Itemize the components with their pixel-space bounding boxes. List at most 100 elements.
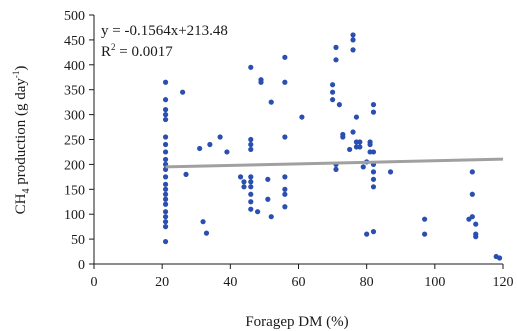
data-point [353, 114, 360, 120]
data-point [162, 181, 169, 187]
x-tick-label: 60 [292, 275, 306, 290]
data-point [162, 141, 169, 148]
data-point [241, 179, 247, 185]
y-tick-label: 0 [78, 258, 85, 273]
y-tick-label: 350 [64, 84, 85, 99]
x-tick-label: 120 [493, 275, 514, 290]
r-squared-annotation: R2 = 0.0017 [101, 42, 173, 60]
data-point [469, 169, 475, 175]
data-point [370, 229, 377, 235]
x-tick-label: 20 [155, 275, 169, 290]
data-point [162, 174, 169, 180]
data-point [162, 79, 169, 85]
data-point [162, 97, 169, 103]
y-tick-label: 450 [64, 34, 85, 49]
data-point [329, 82, 336, 88]
data-point [282, 174, 288, 180]
data-point [422, 216, 428, 222]
data-point [162, 112, 169, 118]
y-tick-label: 100 [64, 208, 85, 223]
data-point [162, 186, 169, 192]
data-point [237, 174, 244, 180]
x-tick-label: 80 [360, 275, 374, 290]
data-point [162, 107, 169, 113]
data-point [248, 64, 254, 70]
data-point [203, 230, 210, 236]
data-point [248, 136, 254, 143]
data-point [282, 134, 288, 140]
data-point [473, 221, 479, 227]
y-tick-label: 250 [64, 134, 85, 149]
data-point [340, 134, 346, 140]
data-point [217, 134, 223, 140]
data-point [350, 129, 356, 135]
data-point [162, 116, 169, 123]
y-axis-title: CH4 production (g day-1) [11, 66, 32, 215]
data-point [350, 37, 356, 43]
data-point [162, 156, 169, 163]
data-point [282, 204, 288, 210]
data-point [248, 146, 254, 153]
data-point [183, 171, 189, 177]
data-point [162, 224, 169, 230]
data-point [469, 191, 475, 197]
data-point [248, 199, 254, 205]
data-point [197, 145, 203, 152]
data-point [248, 141, 254, 148]
data-point [350, 32, 356, 38]
data-point [268, 99, 274, 105]
data-point [333, 57, 339, 63]
data-point [248, 191, 254, 197]
data-point [162, 149, 169, 155]
data-point [469, 214, 475, 220]
data-point [265, 176, 271, 182]
data-point [162, 214, 169, 220]
x-tick-label: 0 [91, 275, 98, 290]
data-point [162, 191, 169, 197]
data-point [255, 209, 261, 215]
y-tick-label: 300 [64, 109, 85, 124]
y-tick-label: 500 [64, 9, 85, 24]
data-point [162, 238, 169, 245]
data-point [299, 114, 305, 120]
data-point [347, 146, 353, 153]
data-point [207, 141, 213, 148]
y-tick-label: 50 [71, 233, 85, 248]
data-point [370, 109, 377, 115]
data-point [241, 184, 247, 190]
data-point [180, 89, 186, 95]
data-point [360, 164, 366, 170]
y-tick-label: 400 [64, 59, 85, 74]
data-points [162, 32, 503, 261]
data-point [329, 97, 336, 103]
trend-line [165, 157, 504, 169]
data-point [162, 219, 169, 225]
data-point [248, 174, 254, 180]
data-point [370, 176, 377, 182]
data-point [282, 191, 288, 197]
data-point [248, 206, 254, 212]
data-point [248, 184, 254, 190]
data-point [370, 169, 377, 175]
y-tick-label: 200 [64, 158, 85, 173]
data-point [357, 144, 363, 150]
data-point [333, 44, 339, 50]
data-point [224, 149, 230, 155]
data-point [336, 102, 342, 108]
data-point [387, 169, 394, 175]
data-point [265, 196, 271, 202]
data-point [367, 141, 373, 148]
data-point [357, 139, 363, 145]
data-point [350, 47, 356, 53]
data-point [268, 214, 274, 220]
data-point [162, 209, 169, 215]
data-point [258, 79, 264, 85]
data-point [162, 134, 169, 140]
data-point [282, 54, 288, 60]
data-point [162, 196, 169, 202]
data-point [370, 102, 377, 108]
data-point [496, 255, 503, 261]
data-point [370, 184, 377, 190]
data-point [329, 89, 336, 95]
